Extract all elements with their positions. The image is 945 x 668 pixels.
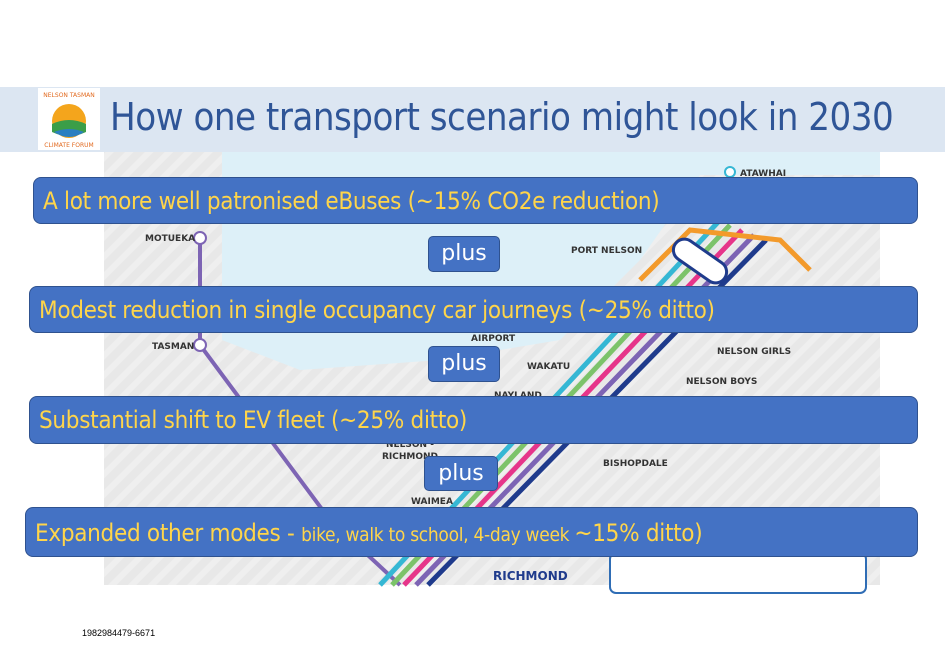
footer: 1982984479-6671 bbox=[82, 628, 156, 638]
map-label: AIRPORT bbox=[471, 334, 516, 344]
logo-top: NELSON TASMAN bbox=[43, 92, 94, 99]
logo-bottom: CLIMATE FORUM bbox=[44, 142, 93, 149]
logo: NELSON TASMAN CLIMATE FORUM bbox=[38, 88, 100, 150]
statement: A lot more well patronised eBuses (~15% … bbox=[33, 177, 918, 224]
connector: plus bbox=[424, 456, 498, 491]
connector: plus bbox=[428, 236, 500, 272]
map-label: BISHOPDALE bbox=[603, 459, 668, 469]
statement-part: bike, walk to school, 4-day week bbox=[301, 524, 575, 546]
map-label: ATAWHAI bbox=[740, 169, 786, 179]
map-label: NELSON GIRLS bbox=[717, 347, 791, 357]
map-label: WAKATU bbox=[527, 362, 570, 372]
title-bar bbox=[0, 87, 945, 152]
map-label: MOTUEKA bbox=[145, 234, 195, 244]
statement: Expanded other modes - bike, walk to sch… bbox=[25, 507, 918, 557]
map-label: RICHMOND bbox=[493, 569, 568, 583]
map-legend bbox=[609, 552, 867, 594]
statement: Modest reduction in single occupancy car… bbox=[29, 286, 918, 333]
statement-part: ~15% ditto) bbox=[574, 519, 703, 547]
map-label: NELSON - bbox=[386, 440, 434, 450]
map-label: PORT NELSON bbox=[571, 246, 642, 256]
stop bbox=[193, 231, 207, 245]
title: How one transport scenario might look in… bbox=[110, 95, 894, 139]
station bbox=[671, 237, 729, 285]
map-label: TASMAN bbox=[152, 342, 194, 352]
stop bbox=[724, 166, 736, 178]
map-label: RICHMOND bbox=[382, 452, 438, 462]
stop bbox=[193, 338, 207, 352]
connector: plus bbox=[428, 346, 500, 382]
map-label: NELSON BOYS bbox=[686, 377, 757, 387]
statement: Substantial shift to EV fleet (~25% ditt… bbox=[29, 396, 918, 444]
statement-part: Expanded other modes - bbox=[35, 519, 302, 547]
map-label: WAIMEA bbox=[411, 497, 453, 507]
